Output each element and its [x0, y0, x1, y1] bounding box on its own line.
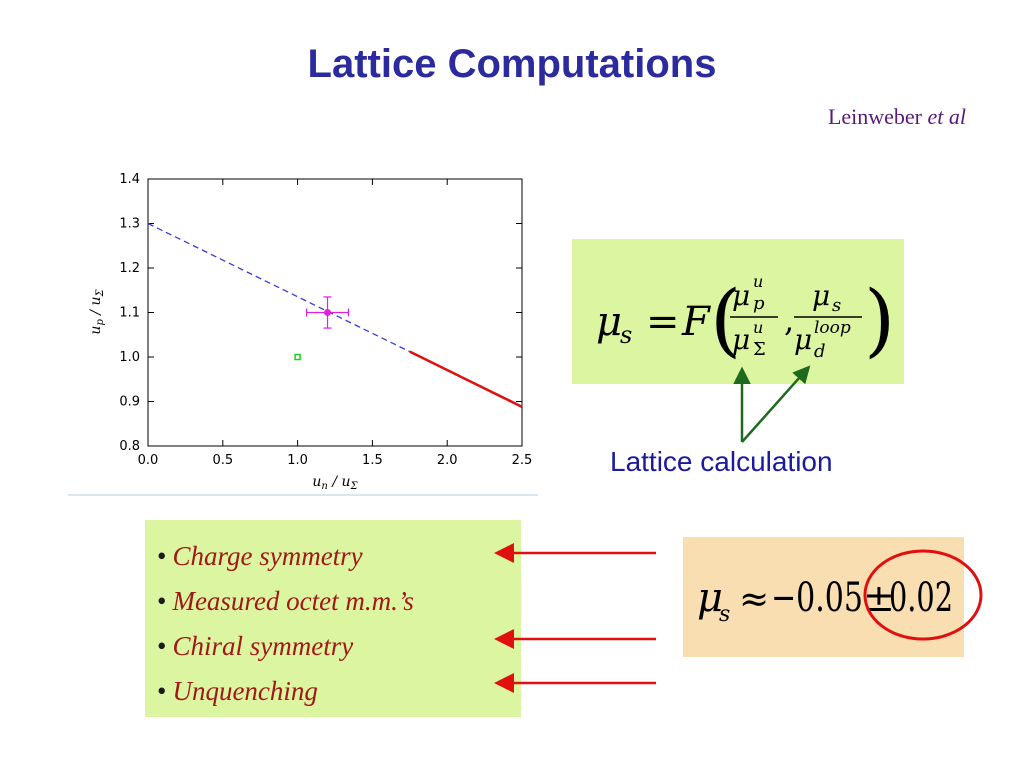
bullet-icon: • [157, 676, 167, 706]
x-tick-label: 1.5 [362, 453, 383, 468]
y-tick-label: 1.3 [119, 217, 140, 232]
reference-point [294, 353, 301, 361]
x-tick-label: 1.0 [287, 453, 308, 468]
author-name: Leinweber [827, 104, 922, 129]
result-error: 0.02 [889, 575, 953, 621]
result-box [683, 537, 964, 657]
strangeness-formula: μ s = F ( μ u p μ u Σ , μ s μ loop d ) [596, 272, 895, 366]
x-tick-label: 2.0 [437, 453, 458, 468]
x-tick-label: 0.0 [138, 453, 159, 468]
assumptions-list: • Charge symmetry • Measured octet m.m.’s … [145, 520, 521, 714]
y-tick-label: 0.9 [119, 395, 140, 410]
y-tick-label: 1.2 [119, 261, 140, 276]
result-approx: ≈ [739, 579, 769, 620]
result-sub: s [719, 602, 730, 627]
frac1-den: μ [732, 323, 750, 356]
frac2-den: μ [794, 323, 812, 356]
result-formula: μ s ≈ −0.05 ± 0.02 [697, 549, 983, 641]
formula-box [572, 239, 904, 384]
frac1-num-sup: u [753, 272, 763, 291]
axis-label-part: p [95, 319, 106, 326]
left-paren: ( [710, 273, 741, 366]
error-highlight-circle [863, 549, 983, 641]
list-item: • Measured octet m.m.’s [157, 586, 414, 616]
list-item: • Charge symmetry [157, 541, 363, 571]
slide-title: Lattice Computations [307, 42, 717, 86]
y-tick-label: 1.4 [119, 172, 140, 187]
axis-label-part: Σ [95, 289, 106, 298]
fit-line-dashed [147, 222, 411, 353]
chart-ylabel: up / uΣ [88, 289, 106, 335]
formula-comma: , [784, 301, 794, 339]
frac2-den-sup: loop [814, 318, 851, 338]
x-tick-label: 0.5 [212, 453, 233, 468]
bullet-icon: • [157, 631, 167, 661]
axis-label-part: u [312, 474, 321, 490]
y-tick-label: 1.1 [119, 306, 140, 321]
y-tick-label: 1.0 [119, 350, 140, 365]
assumptions-box: • Charge symmetry • Measured octet m.m.’s … [145, 520, 521, 717]
y-tick-label: 0.8 [119, 439, 140, 454]
frac1-den-sup: u [753, 318, 763, 337]
frac1-num-sub: p [753, 293, 765, 314]
formula-lhs: μ [596, 299, 622, 345]
x-tick-label: 2.5 [512, 453, 533, 468]
axis-label-part: / u [328, 474, 351, 490]
frac2-den-sub: d [814, 341, 826, 362]
frac2-num-sub: s [832, 295, 841, 316]
result-symbol: μ [697, 575, 723, 621]
right-paren: ) [864, 273, 895, 366]
frac1-num: μ [732, 279, 750, 312]
bullet-icon: • [157, 541, 167, 571]
author-suffix: et al [927, 104, 967, 129]
axis-label-part: Σ [350, 481, 359, 492]
frac1-den-sub: Σ [753, 339, 766, 360]
author-credit: Leinweber et al [828, 104, 966, 130]
lattice-data-point [324, 309, 332, 316]
formula-func: F [681, 299, 711, 345]
lattice-calculation-label: Lattice calculation [610, 446, 833, 477]
axis-label-part: n [321, 481, 327, 492]
axis-label-part: u [88, 326, 104, 335]
formula-lhs-sub: s [620, 321, 632, 349]
formula-eq: = [646, 299, 680, 345]
result-value: −0.05 [771, 575, 863, 621]
scatter-chart: 0.0 0.5 1.0 1.5 2.0 2.50.80.91.01.11.21.31.4 … [68, 172, 538, 496]
fit-line-solid [409, 350, 523, 408]
axis-label-part: / u [88, 297, 104, 320]
frac2-num: μ [812, 279, 830, 312]
list-item: • Chiral symmetry [157, 631, 354, 661]
bullet-icon: • [157, 586, 167, 616]
list-item: • Unquenching [157, 676, 318, 706]
chart-xlabel: un / uΣ [312, 474, 358, 492]
